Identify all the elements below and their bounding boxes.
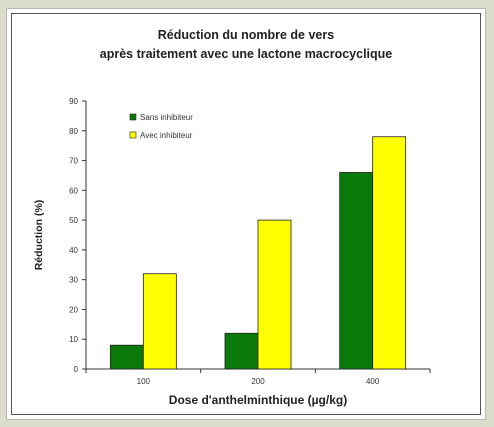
bar-avec-inhibiteur-200 [257,219,292,370]
legend-swatch [129,113,137,121]
y-tick-label: 20 [69,305,78,314]
bar-sans-inhibiteur-400 [339,172,374,370]
bar-avec-inhibiteur-100 [142,273,177,370]
y-tick-label: 0 [74,365,79,374]
y-tick-label: 10 [69,335,78,344]
y-axis-title: Réduction (%) [33,200,45,271]
chart-title-line1: Réduction du nombre de vers [157,28,335,42]
chart-frame: Réduction du nombre de vers après traite… [11,13,481,415]
y-tick-label: 70 [69,157,78,166]
bar-avec-inhibiteur-400 [372,136,407,370]
chart-title-line2: après traitement avec une lactone macroc… [99,47,393,61]
x-tick-label: 400 [366,377,380,386]
x-tick-label: 100 [137,377,151,386]
y-tick-label: 60 [69,186,78,195]
chart-panel: Réduction du nombre de vers après traite… [6,8,486,420]
y-tick-label: 30 [69,276,78,285]
bar-chart: 0 10 20 30 40 50 60 70 80 90 100 200 400 Dose d'anthe… [33,97,431,407]
y-tick-label: 50 [69,216,78,225]
legend-label: Sans inhibiteur [140,113,193,122]
x-axis-title: Dose d'anthelminthique (µg/kg) [169,393,347,407]
legend-swatch [129,131,137,139]
y-tick-label: 80 [69,127,78,136]
bar-sans-inhibiteur-200 [224,332,259,370]
legend-label: Avec inhibiteur [140,131,193,140]
x-tick-label: 200 [251,377,265,386]
y-tick-label: 40 [69,246,78,255]
y-tick-label: 90 [69,97,78,106]
bar-sans-inhibiteur-100 [109,344,144,370]
